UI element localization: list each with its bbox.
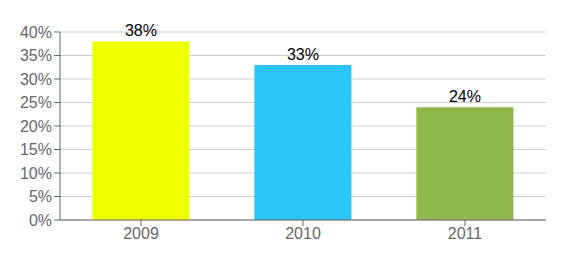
svg-text:20%: 20% bbox=[20, 118, 52, 135]
svg-text:10%: 10% bbox=[20, 165, 52, 182]
svg-text:2011: 2011 bbox=[448, 225, 483, 242]
svg-text:2009: 2009 bbox=[123, 225, 159, 242]
svg-text:40%: 40% bbox=[20, 24, 52, 41]
svg-text:33%: 33% bbox=[287, 46, 319, 63]
svg-text:5%: 5% bbox=[29, 188, 52, 205]
svg-text:35%: 35% bbox=[20, 47, 52, 64]
svg-text:38%: 38% bbox=[125, 22, 157, 39]
svg-text:30%: 30% bbox=[20, 71, 52, 88]
svg-text:24%: 24% bbox=[449, 88, 481, 105]
svg-text:25%: 25% bbox=[20, 94, 52, 111]
svg-text:2010: 2010 bbox=[285, 225, 321, 242]
svg-text:0%: 0% bbox=[29, 212, 52, 229]
svg-text:15%: 15% bbox=[20, 141, 52, 158]
